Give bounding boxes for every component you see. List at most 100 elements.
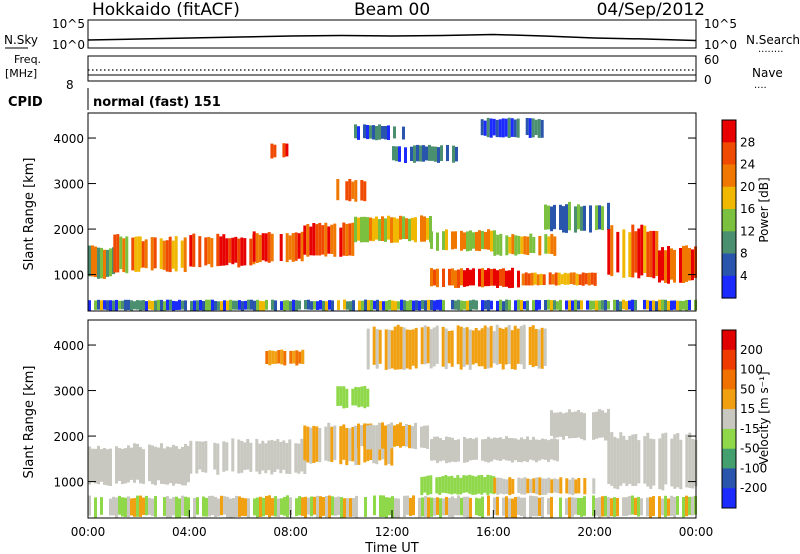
velocity-cell [616, 498, 619, 517]
power-cell [381, 216, 384, 241]
power-cell [505, 299, 508, 311]
power-cell [384, 218, 387, 242]
power-cell [658, 299, 661, 311]
power-cell [304, 300, 307, 310]
power-cell [399, 215, 402, 240]
freq-panel-frame [87, 55, 697, 82]
power-cell [384, 126, 387, 140]
power-cell [343, 299, 346, 310]
power-cell [510, 118, 514, 137]
velocity-cell [201, 441, 205, 473]
power-cell [553, 236, 557, 256]
power-cell [523, 301, 526, 310]
velocity-cell [471, 330, 475, 365]
power-band [113, 234, 141, 274]
velocity-cell [339, 386, 343, 406]
velocity-cell [214, 496, 217, 517]
power-cell [547, 299, 550, 310]
power-cell [685, 245, 688, 282]
velocity-cell [508, 498, 511, 518]
velocity-cell [592, 412, 595, 440]
colorbar-segment [722, 349, 736, 371]
colorbar-segment [722, 448, 736, 469]
velocity-cell [384, 329, 388, 370]
velocity-cell [433, 436, 436, 461]
colorbar-tick-label: 24 [740, 158, 755, 172]
power-cell [430, 268, 433, 287]
power-cell [398, 146, 401, 162]
power-cell [273, 144, 277, 158]
velocity-colorbar: 200 100 50 15 -15 -50 -100 -200 [721, 329, 767, 509]
power-cell [563, 272, 567, 285]
power-cell [424, 300, 427, 311]
velocity-cell [238, 496, 241, 517]
velocity-cell [450, 475, 454, 495]
velocity-cell [279, 441, 283, 474]
power-cell [148, 300, 151, 310]
velocity-cell [646, 497, 649, 517]
velocity-cell [474, 328, 478, 364]
velocity-cell [468, 329, 472, 370]
power-cell [202, 301, 205, 311]
velocity-cell [309, 427, 313, 464]
velocity-cell [474, 476, 478, 495]
power-cell [531, 118, 535, 138]
power-band [336, 179, 367, 202]
velocity-cell [405, 424, 408, 447]
velocity-band [354, 422, 429, 450]
velocity-cell [265, 351, 269, 364]
velocity-cell [364, 497, 367, 517]
velocity-cell [430, 497, 433, 517]
velocity-cell [336, 386, 340, 406]
velocity-cell [682, 497, 685, 518]
noise-panel-frame [87, 19, 697, 49]
velocity-cell [216, 443, 220, 475]
power-cell [535, 299, 538, 311]
velocity-cell [487, 436, 490, 463]
velocity-cell [475, 497, 478, 516]
colorbar-frame [721, 119, 737, 299]
velocity-cell [604, 412, 607, 441]
power-cell [169, 299, 172, 310]
velocity-cell [568, 409, 571, 439]
colorbar-segment [722, 120, 736, 143]
power-cell [484, 231, 487, 250]
velocity-cell [142, 497, 145, 515]
power-cell [184, 300, 187, 311]
velocity-ytick-label: 2000 [53, 430, 84, 444]
velocity-cell [613, 436, 617, 489]
power-cell [157, 299, 160, 311]
velocity-cell [262, 497, 265, 517]
velocity-cell [246, 439, 250, 470]
velocity-cell [463, 436, 466, 463]
power-cell [125, 236, 129, 274]
power-cell [578, 274, 582, 285]
power-cell [601, 300, 604, 310]
nave-tick-bottom: 0 [704, 73, 712, 87]
power-cell [413, 145, 416, 163]
velocity-cell [318, 428, 322, 463]
velocity-cell [268, 495, 271, 518]
power-cell [142, 300, 145, 311]
power-cell [363, 124, 366, 139]
velocity-cell [399, 422, 402, 448]
velocity-cell [157, 447, 160, 481]
velocity-cell [310, 496, 313, 517]
power-cell [258, 234, 262, 263]
x-tick-label: 00:00 [71, 525, 106, 539]
colorbar-segment [722, 468, 736, 489]
velocity-cell [628, 435, 632, 484]
velocity-cell [372, 425, 375, 447]
colorbar-segment [722, 428, 736, 450]
velocity-cell [505, 436, 508, 461]
power-colorbar: 28 24 20 16 12 8 4 [721, 119, 755, 299]
power-cell [575, 273, 579, 286]
velocity-cell [477, 330, 481, 367]
velocity-cell [414, 327, 418, 369]
velocity-cell [565, 498, 568, 515]
power-cell [354, 124, 357, 139]
velocity-cell [109, 498, 112, 516]
power-cell [190, 301, 193, 311]
velocity-cell [139, 495, 142, 517]
power-cell [544, 204, 547, 230]
